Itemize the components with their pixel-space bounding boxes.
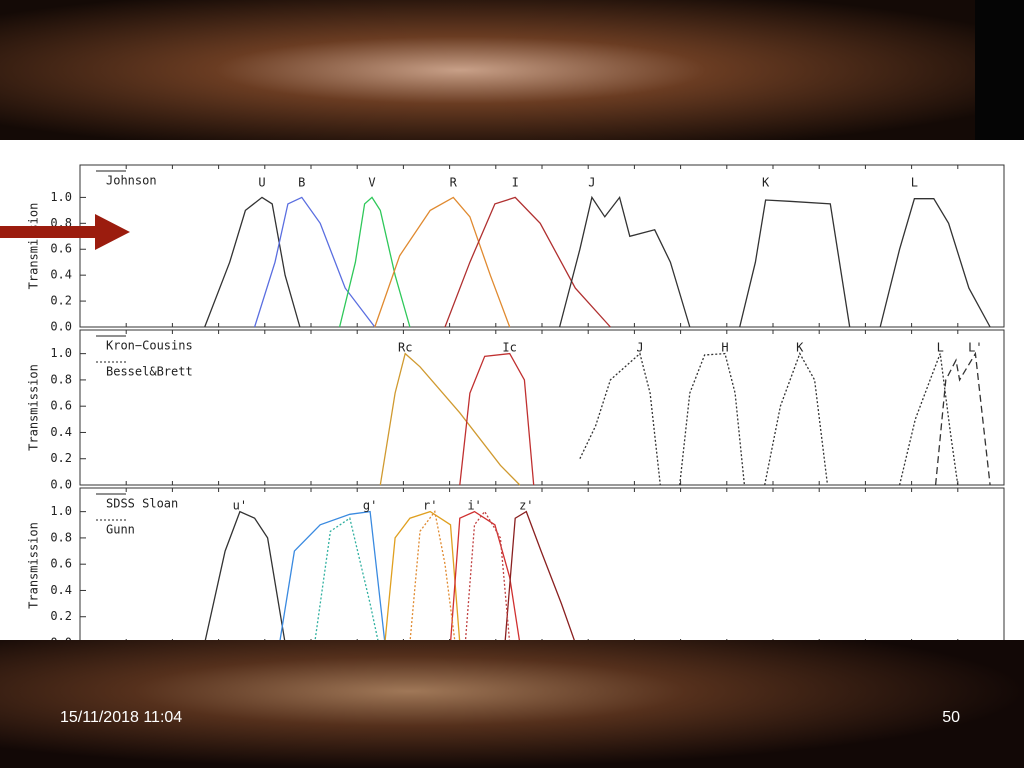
filter-label: K [796, 341, 804, 355]
transmission-curve [279, 510, 386, 640]
y-tick-label: 0.2 [50, 451, 72, 465]
y-tick-label: 0.0 [50, 320, 72, 334]
y-tick-label: 0.4 [50, 583, 72, 597]
legend-label: Johnson [106, 174, 157, 188]
y-tick-label: 0.4 [50, 268, 72, 282]
y-axis-label: Transmission [27, 364, 41, 451]
transmission-curve [579, 352, 661, 486]
filter-label: B [298, 176, 305, 190]
transmission-curve [204, 510, 286, 640]
legend-label: SDSS Sloan [106, 497, 178, 511]
transmission-curve [374, 196, 511, 328]
filter-label: K [762, 176, 770, 190]
legend-label: Kron−Cousins [106, 339, 193, 353]
filter-label: L [937, 341, 944, 355]
transmission-curve [679, 352, 746, 486]
filter-label: z' [519, 499, 533, 513]
filter-label: L' [968, 341, 982, 355]
y-axis-label: Transmission [27, 522, 41, 609]
filter-label: u' [233, 499, 247, 513]
filter-label: g' [363, 499, 377, 513]
transmission-curve [739, 199, 851, 328]
transmission-curve [384, 510, 461, 640]
y-tick-label: 0.6 [50, 557, 72, 571]
transmission-curve [504, 510, 575, 640]
filter-label: U [258, 176, 265, 190]
filter-label: H [721, 341, 728, 355]
y-tick-label: 1.0 [50, 190, 72, 204]
legend-label: Bessel&Brett [106, 365, 193, 379]
y-tick-label: 0.8 [50, 530, 72, 544]
y-tick-label: 1.0 [50, 504, 72, 518]
y-tick-label: 0.2 [50, 609, 72, 623]
filter-label: Rc [398, 341, 412, 355]
y-tick-label: 0.4 [50, 425, 72, 439]
page-number: 50 [942, 709, 960, 726]
filter-label: I [512, 176, 519, 190]
filter-label: Ic [502, 341, 516, 355]
transmission-curve [409, 510, 456, 640]
y-tick-label: 0.2 [50, 294, 72, 308]
y-tick-label: 0.8 [50, 372, 72, 386]
y-tick-label: 1.0 [50, 346, 72, 360]
transmission-curve [204, 196, 301, 328]
figure: 0.0 0.2 0.4 0.6 0.8 1.0 Transmission Johnson U B V… [27, 164, 1005, 650]
filter-label: R [450, 176, 458, 190]
legend-label: Gunn [106, 523, 135, 537]
transmission-curve [444, 196, 611, 328]
filter-label: L [911, 176, 918, 190]
y-axis-label: Transmission [27, 203, 41, 290]
transmission-curve [464, 510, 511, 640]
transmission-curve [450, 510, 520, 640]
background-edge [975, 0, 1024, 140]
transmission-curve [459, 352, 535, 486]
y-tick-label: 0.0 [50, 636, 72, 650]
transmission-curve [379, 352, 521, 486]
y-tick-label: 0.6 [50, 399, 72, 413]
y-tick-label: 0.0 [50, 478, 72, 492]
date: 15/11/2018 11:04 [60, 709, 182, 726]
transmission-curve [558, 195, 691, 328]
transmission-curve [314, 517, 379, 640]
transmission-curve [898, 353, 959, 486]
filter-label: r' [423, 499, 437, 513]
arrow [0, 214, 130, 250]
filter-label: i' [467, 499, 481, 513]
transmission-curve [934, 351, 991, 486]
filter-label: V [368, 176, 375, 190]
background-bottom [0, 640, 1024, 768]
filter-label: J [588, 176, 595, 190]
y-tick-label: 0.6 [50, 242, 72, 256]
filter-label: J [636, 341, 643, 355]
background-top [0, 0, 1024, 140]
transmission-curve [253, 196, 376, 328]
transmission-curve [879, 198, 991, 328]
transmission-curve [764, 352, 829, 486]
transmission-curve [338, 196, 411, 328]
